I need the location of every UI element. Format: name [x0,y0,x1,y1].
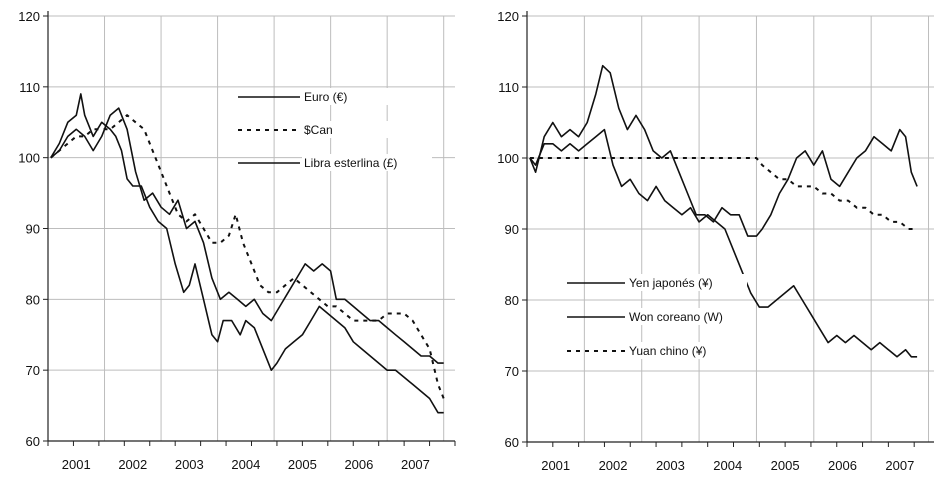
legend-label-2-3: Yuan chino (¥) [629,344,706,358]
chart-left: 60 70 80 90 100 110 120 2001 2002 2003 2004 2005 200… [18,9,456,472]
legend-label-2-1: Yen japonés (¥) [629,276,713,290]
series-line-1-2 [50,114,445,399]
y-tick-label: 60 [505,435,519,450]
y-tick-label: 70 [505,364,519,379]
y-tick-label: 110 [498,80,519,95]
legend-2: Yen japonés (¥) Won coreano (W) Yuan chino… [567,274,747,359]
y-tick-label: 110 [19,80,40,95]
x-tick-label: 2004 [231,457,260,472]
x-tick-label: 2003 [656,458,685,473]
series-line-2-3 [529,157,918,230]
y-tick-label: 100 [497,151,519,166]
x-tick-label: 2002 [118,457,147,472]
y-tick-label: 90 [26,222,40,237]
x-tick-label: 2002 [599,458,628,473]
x-tick-label: 2007 [401,457,430,472]
x-tick-label: 2005 [771,458,800,473]
x-tick-label: 2006 [828,458,857,473]
series-line-2-2 [529,128,918,358]
y-tick-label: 70 [26,363,40,378]
legend-label-1-2: $Can [304,123,333,137]
x-tick-label: 2003 [175,457,204,472]
legend-label-2-2: Won coreano (W) [629,310,723,324]
legend-label-bg [302,154,432,171]
legend-label-1-3: Libra esterlina (£) [304,156,397,170]
y-tick-label: 90 [505,222,519,237]
y-tick-label: 80 [26,292,40,307]
x-tick-label: 2007 [885,458,914,473]
x-tick-label: 2005 [288,457,317,472]
y-tick-label: 120 [497,9,519,24]
series-line-1-1 [50,93,444,414]
chart-left-svg: 60 70 80 90 100 110 120 2001 2002 2003 2004 2005 200… [18,9,456,472]
legend-label-1-1: Euro (€) [304,90,347,104]
legend-1: Euro (€) $Can Libra esterlina (£) [238,88,432,171]
y-tick-label: 80 [505,293,519,308]
x-tick-label: 2006 [344,457,373,472]
chart-right-svg: 60 70 80 90 100 110 120 2001 2002 2003 2004 2005 200… [497,9,934,473]
x-tick-label: 2001 [62,457,91,472]
series-line-2-1 [529,64,918,237]
legend-label-bg [627,308,747,325]
series-line-1-3 [50,107,444,364]
y-tick-label: 120 [18,9,40,24]
chart-right: 60 70 80 90 100 110 120 2001 2002 2003 2004 2005 200… [470,0,934,482]
y-tick-label: 100 [18,151,40,166]
legend-label-bg [627,342,747,359]
legend-label-bg [302,88,432,105]
legend-label-bg [302,121,432,138]
x-tick-label: 2004 [713,458,742,473]
x-tick-label: 2001 [541,458,570,473]
y-tick-label: 60 [26,434,40,449]
legend-label-bg [627,274,747,291]
